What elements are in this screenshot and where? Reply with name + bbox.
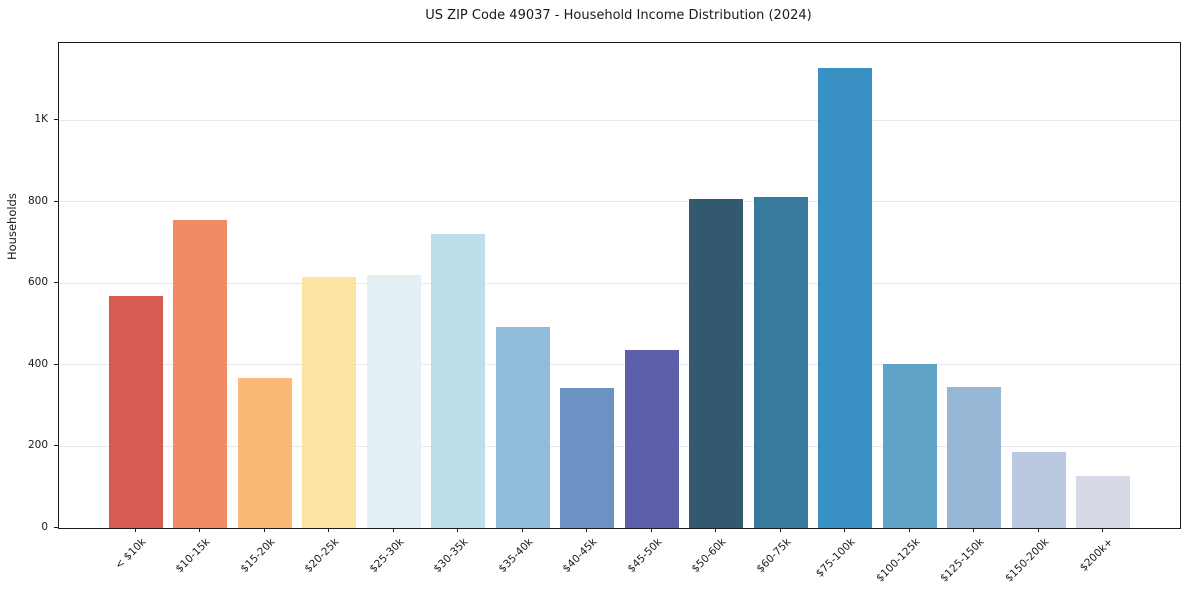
- x-tick-label: $75-100k: [813, 536, 858, 580]
- y-tick-mark: [54, 445, 58, 447]
- y-axis-label: Households: [5, 193, 19, 260]
- x-tick-label: $100-125k: [873, 536, 923, 585]
- x-tick-label: $25-30k: [367, 536, 407, 576]
- x-tick-mark: [135, 528, 136, 532]
- gridline: [59, 445, 1180, 447]
- x-tick-label: $40-45k: [560, 536, 600, 576]
- plot-area: [58, 42, 1181, 529]
- x-tick-mark: [328, 528, 330, 532]
- y-tick-label: 400: [27, 357, 48, 370]
- x-tick-mark: [844, 528, 846, 532]
- gridline: [59, 201, 1180, 203]
- x-tick-mark: [1102, 528, 1103, 532]
- x-tick-mark: [392, 528, 394, 532]
- bar-100-125k: [882, 363, 937, 528]
- x-tick-label: $200k+: [1077, 536, 1116, 574]
- bar-35-40k: [495, 327, 550, 528]
- x-tick-mark: [457, 528, 459, 532]
- x-tick-mark: [586, 528, 588, 532]
- x-tick-label: $125-150k: [938, 536, 987, 585]
- gridline: [59, 119, 1180, 121]
- y-tick-label: 600: [27, 276, 48, 289]
- y-tick-label: 200: [27, 439, 48, 452]
- x-tick-mark: [973, 528, 975, 532]
- x-tick-label: $50-60k: [689, 536, 729, 576]
- x-tick-mark: [908, 528, 910, 532]
- x-tick-label: < $10k: [112, 536, 149, 572]
- bar-40-45k: [560, 387, 615, 528]
- x-tick-label: $60-75k: [754, 536, 794, 576]
- chart-title: US ZIP Code 49037 - Household Income Dis…: [425, 8, 812, 23]
- bar-10-15k: [173, 220, 228, 528]
- x-tick-mark: [521, 528, 523, 532]
- x-tick-label: $30-35k: [431, 536, 471, 576]
- y-tick-label: 1K: [34, 113, 48, 126]
- bar-200k: [1076, 475, 1130, 528]
- x-tick-label: $15-20k: [238, 536, 278, 576]
- x-tick-label: $35-40k: [496, 536, 536, 576]
- bar-25-30k: [366, 274, 421, 528]
- y-tick-mark: [54, 119, 58, 121]
- y-tick-mark: [54, 282, 58, 284]
- x-tick-label: $20-25k: [302, 536, 342, 576]
- bar-75-100k: [818, 68, 873, 528]
- x-tick-label: $10-15k: [173, 536, 213, 576]
- bar-10k: [109, 295, 163, 528]
- bar-20-25k: [302, 277, 357, 528]
- bar-60-75k: [753, 196, 808, 528]
- gridline: [59, 364, 1180, 366]
- x-tick-mark: [779, 528, 781, 532]
- x-tick-label: $45-50k: [625, 536, 665, 576]
- x-tick-mark: [1037, 528, 1039, 532]
- bar-15-20k: [237, 378, 292, 528]
- gridline: [59, 282, 1180, 284]
- y-tick-label: 800: [27, 194, 48, 207]
- bar-45-50k: [624, 349, 679, 528]
- y-tick-label: 0: [41, 521, 48, 533]
- bar-150-200k: [1011, 451, 1066, 528]
- x-tick-mark: [263, 528, 265, 532]
- y-tick-mark: [54, 363, 58, 365]
- x-tick-mark: [650, 528, 652, 532]
- x-tick-label: $150-200k: [1002, 536, 1052, 585]
- y-tick-mark: [54, 200, 58, 202]
- x-tick-mark: [199, 528, 201, 532]
- x-tick-mark: [715, 528, 717, 532]
- bar-30-35k: [431, 233, 486, 528]
- y-tick-mark: [54, 527, 58, 528]
- bar-50-60k: [689, 199, 744, 528]
- bar-125-150k: [947, 387, 1002, 528]
